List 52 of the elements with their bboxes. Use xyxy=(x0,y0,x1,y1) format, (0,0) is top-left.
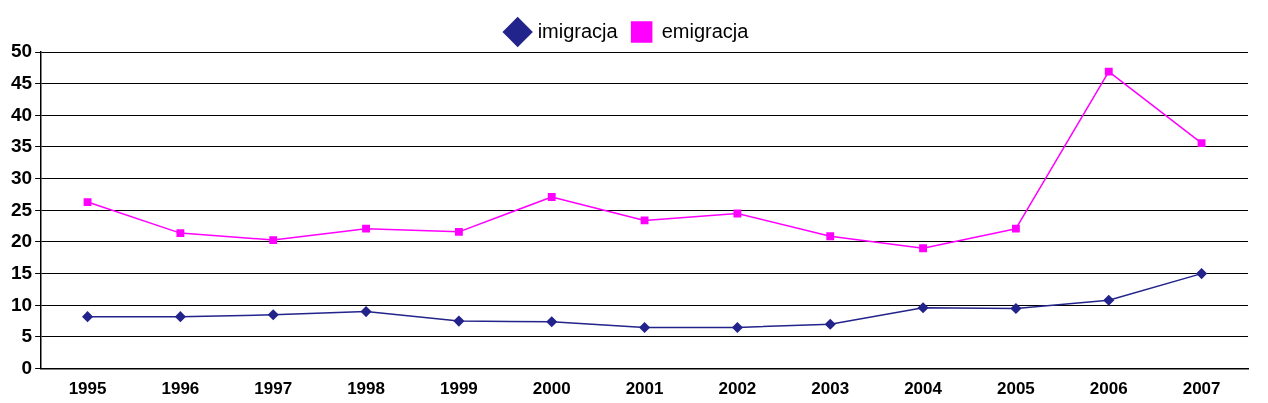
point xyxy=(176,229,185,238)
y-tick-label: 45 xyxy=(10,71,33,93)
point xyxy=(640,216,649,225)
point xyxy=(269,236,278,244)
y-tick-label: 50 xyxy=(10,40,33,62)
point xyxy=(1011,224,1020,233)
point xyxy=(453,315,465,327)
point xyxy=(175,311,186,322)
point xyxy=(826,232,835,241)
point xyxy=(1104,67,1113,76)
point xyxy=(732,322,743,333)
y-tick-label: 40 xyxy=(10,103,33,125)
point xyxy=(546,316,557,327)
x-tick-label: 1996 xyxy=(161,379,200,399)
x-tick-label: 2003 xyxy=(811,379,850,399)
y-tick-label: 20 xyxy=(10,230,33,252)
legend-label: imigracja xyxy=(537,19,619,42)
point xyxy=(917,302,929,314)
x-tick-label: 2001 xyxy=(625,379,664,399)
point xyxy=(362,224,370,233)
y-tick-label: 15 xyxy=(10,261,33,283)
point xyxy=(547,193,556,201)
y-tick-label: 35 xyxy=(10,135,33,157)
x-tick-label: 2000 xyxy=(532,379,571,399)
point xyxy=(639,322,650,333)
point xyxy=(824,319,836,330)
x-tick-label: 2002 xyxy=(718,379,757,399)
point xyxy=(360,306,372,317)
x-tick-label: 2006 xyxy=(1089,379,1128,399)
point xyxy=(733,209,742,218)
y-tick-label: 10 xyxy=(10,293,33,315)
point xyxy=(1196,268,1207,279)
point xyxy=(83,198,92,206)
x-tick-label: 1999 xyxy=(439,379,478,399)
y-tick-label: 5 xyxy=(21,325,33,347)
x-tick-label: 2004 xyxy=(904,379,943,399)
x-tick-label: 2005 xyxy=(997,379,1035,399)
x-tick-label: 1995 xyxy=(68,379,107,399)
point xyxy=(1197,139,1206,148)
point xyxy=(82,311,93,322)
point xyxy=(919,244,928,253)
x-tick-label: 1997 xyxy=(254,379,293,399)
y-tick-label: 30 xyxy=(10,166,33,188)
point xyxy=(267,309,279,321)
x-tick-label: 2007 xyxy=(1182,379,1221,399)
y-tick-label: 25 xyxy=(10,198,33,220)
point xyxy=(454,227,463,236)
legend-label: emigracja xyxy=(661,19,750,42)
point xyxy=(1010,303,1022,314)
point xyxy=(1103,294,1114,306)
x-tick-label: 1998 xyxy=(347,379,385,399)
y-tick-label: 0 xyxy=(21,356,33,378)
